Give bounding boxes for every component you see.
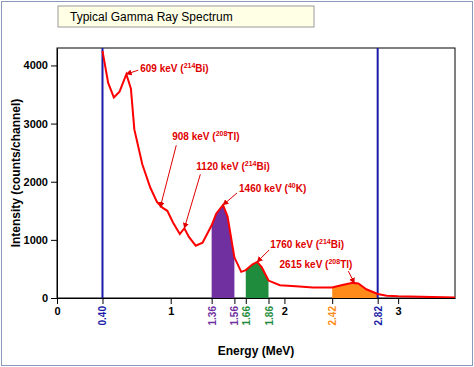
- annotation-element: Bi): [331, 239, 344, 250]
- annotation-label: 1760 keV (214Bi): [270, 238, 344, 250]
- x-tick-label: 1.86: [264, 306, 275, 326]
- annotation-label: 609 keV (214Bi): [140, 62, 208, 74]
- x-tick: 2: [282, 298, 288, 317]
- x-tick-mark: [212, 298, 213, 304]
- annotation-label: 908 keV (208Tl): [172, 130, 239, 142]
- y-tick-mark: [51, 240, 57, 241]
- x-axis-line: [58, 298, 456, 299]
- x-tick: 1.56: [229, 298, 240, 325]
- annotation-arrow: [160, 145, 176, 207]
- page-border: [2, 2, 473, 366]
- annotation-label: 1120 keV (214Bi): [196, 160, 269, 172]
- x-tick-mark: [398, 298, 399, 304]
- annotation-arrow: [348, 271, 354, 283]
- annotation-text: 1760 keV (: [270, 239, 320, 250]
- annotation-mass-number: 40: [288, 182, 296, 189]
- x-tick-label: 2.42: [327, 306, 338, 326]
- x-tick-label: 0.40: [97, 306, 108, 326]
- y-axis: 0 1000 2000 3000 4000: [24, 49, 58, 305]
- y-axis-title: Intensity (counts/channel): [9, 99, 23, 248]
- annotation-element: Bi): [195, 63, 208, 74]
- annotation-element: Tl): [340, 259, 352, 270]
- x-tick-label: 1: [168, 305, 174, 317]
- annotation-label: 2615 keV (208Tl): [280, 258, 353, 270]
- title-box: [58, 6, 314, 27]
- annotation-text: 1120 keV (: [196, 161, 245, 172]
- y-tick: 1000: [24, 234, 57, 246]
- x-tick-mark: [171, 298, 172, 304]
- annotation-arrow: [184, 174, 200, 228]
- y-tick-label: 1000: [24, 234, 48, 246]
- x-tick: 2.42: [327, 298, 338, 325]
- y-tick-mark: [51, 182, 57, 183]
- x-tick-label: 3: [396, 305, 402, 317]
- x-tick: 3: [396, 298, 402, 317]
- annotations: 609 keV (214Bi)908 keV (208Tl)1120 keV (…: [126, 62, 354, 283]
- window-line: [101, 48, 103, 298]
- annotation-element: K): [296, 183, 307, 194]
- annotation-text: 1460 keV (: [239, 183, 289, 194]
- y-tick-label: 2000: [24, 176, 48, 188]
- x-tick: 1: [168, 298, 174, 317]
- x-axis: 0 0.40 1 1.36 1.561.66 1.86 2 2.42 2.82 3: [54, 298, 455, 325]
- y-tick-label: 4000: [24, 59, 48, 71]
- chart-container: 0 0.40 1 1.36 1.561.66 1.86 2 2.42 2.82 3 0 1000 200…: [0, 0, 474, 367]
- annotation-text: 2615 keV (: [280, 259, 330, 270]
- y-tick: 4000: [24, 59, 57, 71]
- x-tick: 2.82: [373, 298, 384, 325]
- x-tick-mark: [234, 298, 235, 304]
- annotation-mass-number: 214: [184, 62, 196, 69]
- y-tick-label: 0: [42, 292, 48, 304]
- annotation-arrow: [257, 250, 269, 262]
- annotation-mass-number: 214: [319, 238, 331, 245]
- x-tick-label: 0: [54, 305, 60, 317]
- spectrum-line: [102, 51, 455, 298]
- y-tick: 2000: [24, 176, 57, 188]
- x-tick-label: 2.82: [373, 306, 384, 326]
- y-tick: 0: [42, 292, 57, 304]
- x-tick-mark: [246, 298, 247, 304]
- annotation-label: 1460 keV (40K): [239, 182, 306, 194]
- y-tick-mark: [51, 298, 57, 299]
- x-tick-label: 1.66: [241, 306, 252, 326]
- window-line: [377, 48, 379, 298]
- y-tick-label: 3000: [24, 118, 48, 130]
- x-tick-mark: [57, 298, 58, 304]
- annotation-element: Bi): [256, 161, 269, 172]
- chart-title: Typical Gamma Ray Spectrum: [70, 10, 233, 24]
- x-tick: 0: [54, 298, 60, 317]
- x-tick-label: 2: [282, 305, 288, 317]
- annotation-mass-number: 208: [216, 130, 228, 137]
- annotation-mass-number: 208: [328, 258, 340, 265]
- x-tick-mark: [269, 298, 270, 304]
- annotation-mass-number: 214: [245, 160, 257, 167]
- x-tick-mark: [332, 298, 333, 304]
- x-tick: 0.40: [97, 298, 108, 325]
- y-tick-mark: [51, 65, 57, 66]
- annotation-element: Tl): [227, 131, 239, 142]
- x-tick-mark: [284, 298, 285, 304]
- annotation-arrow: [223, 193, 237, 205]
- annotation-text: 609 keV (: [140, 63, 184, 74]
- plot-area: [102, 48, 455, 298]
- y-axis-line: [57, 49, 58, 299]
- x-tick-mark: [102, 298, 103, 304]
- x-axis-title: Energy (MeV): [218, 344, 295, 358]
- x-tick-label: 1.56: [229, 306, 240, 326]
- annotation-text: 908 keV (: [172, 131, 216, 142]
- plot-frame: [57, 48, 455, 298]
- x-tick: 1.86: [264, 298, 275, 325]
- annotation-arrow: [126, 70, 138, 74]
- x-tick: 1.36: [207, 298, 218, 325]
- x-tick-mark: [378, 298, 379, 304]
- y-tick-mark: [51, 124, 57, 125]
- x-tick: 1.66: [241, 298, 252, 325]
- y-tick: 3000: [24, 118, 57, 130]
- x-tick-label: 1.36: [207, 306, 218, 326]
- chart-svg: 0 0.40 1 1.36 1.561.66 1.86 2 2.42 2.82 3 0 1000 200…: [0, 0, 474, 367]
